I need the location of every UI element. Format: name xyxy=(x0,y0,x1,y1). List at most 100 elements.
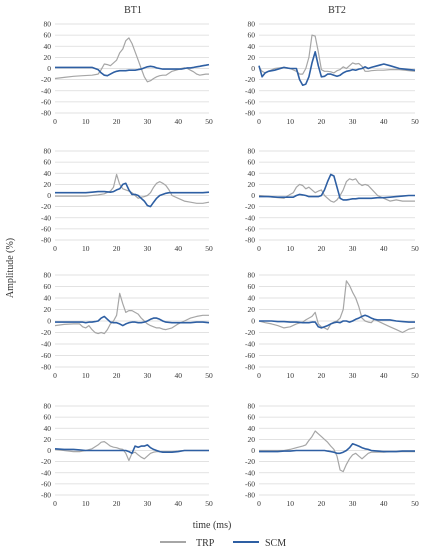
x-tick-label-bt2-row4: 10 xyxy=(286,499,294,508)
x-tick-label-bt2-row2: 0 xyxy=(257,244,261,253)
y-tick-label-bt2-row1: -80 xyxy=(245,109,255,118)
y-tick-label-bt2-row2: 80 xyxy=(248,147,256,156)
y-tick-label-bt1-row3: -60 xyxy=(41,351,51,360)
y-tick-label-bt1-row2: -40 xyxy=(41,213,51,222)
y-tick-label-bt2-row4: 20 xyxy=(248,435,256,444)
series-line-trp-bt2-row2 xyxy=(258,178,415,203)
x-tick-label-bt1-row4: 50 xyxy=(205,499,213,508)
y-tick-label-bt1-row1: 0 xyxy=(47,64,51,73)
x-tick-label-bt2-row1: 20 xyxy=(318,117,326,126)
y-tick-label-bt2-row3: -60 xyxy=(245,351,255,360)
x-tick-label-bt2-row2: 10 xyxy=(286,244,294,253)
y-tick-label-bt1-row2: 40 xyxy=(44,169,52,178)
y-tick-label-bt1-row2: 0 xyxy=(47,191,51,200)
y-tick-label-bt1-row4: 60 xyxy=(44,413,52,422)
x-tick-label-bt1-row3: 10 xyxy=(82,371,90,380)
x-tick-label-bt2-row2: 30 xyxy=(349,244,357,253)
x-tick-label-bt2-row3: 20 xyxy=(318,371,326,380)
y-tick-label-bt2-row2: 60 xyxy=(248,158,256,167)
column-title-bt1: BT1 xyxy=(124,5,142,16)
y-tick-label-bt2-row2: 20 xyxy=(248,180,256,189)
y-tick-label-bt1-row2: 80 xyxy=(44,147,52,156)
series-line-scm-bt2-row4 xyxy=(259,442,415,455)
x-tick-label-bt1-row3: 0 xyxy=(53,371,57,380)
y-tick-label-bt2-row3: 60 xyxy=(248,282,256,291)
y-tick-label-bt2-row2: -40 xyxy=(245,213,255,222)
y-tick-label-bt2-row2: -60 xyxy=(245,224,255,233)
y-tick-label-bt1-row1: -60 xyxy=(41,97,51,106)
x-tick-label-bt1-row1: 50 xyxy=(205,117,213,126)
x-tick-label-bt1-row2: 0 xyxy=(53,244,57,253)
y-tick-label-bt2-row3: 0 xyxy=(251,317,255,326)
series-line-trp-bt2-row4 xyxy=(259,430,415,473)
y-tick-label-bt2-row4: -60 xyxy=(245,479,255,488)
y-tick-label-bt1-row3: 40 xyxy=(44,294,52,303)
y-tick-label-bt2-row1: -40 xyxy=(245,86,255,95)
x-tick-label-bt2-row1: 30 xyxy=(349,117,357,126)
x-tick-label-bt2-row3: 30 xyxy=(349,371,357,380)
x-tick-label-bt2-row1: 40 xyxy=(380,117,388,126)
series-line-scm-bt1-row4 xyxy=(54,444,209,455)
x-tick-label-bt1-row1: 30 xyxy=(144,117,152,126)
y-tick-label-bt1-row3: -40 xyxy=(41,340,51,349)
y-tick-label-bt1-row1: -80 xyxy=(41,109,51,118)
x-tick-label-bt2-row1: 50 xyxy=(411,117,419,126)
y-tick-label-bt1-row2: 20 xyxy=(44,180,52,189)
y-tick-label-bt2-row2: -80 xyxy=(245,236,255,245)
series-line-scm-bt2-row3 xyxy=(259,314,415,329)
x-tick-label-bt2-row4: 20 xyxy=(318,499,326,508)
legend-trp-label: TRP xyxy=(196,538,215,549)
series-line-trp-bt1-row2 xyxy=(55,173,210,204)
y-tick-label-bt2-row4: 40 xyxy=(248,424,256,433)
y-tick-label-bt1-row1: 80 xyxy=(44,20,52,29)
x-tick-label-bt1-row1: 10 xyxy=(82,117,90,126)
x-tick-label-bt1-row2: 20 xyxy=(113,244,121,253)
y-tick-label-bt1-row4: 80 xyxy=(44,402,52,411)
y-tick-label-bt1-row1: 20 xyxy=(44,53,52,62)
y-tick-label-bt1-row1: -20 xyxy=(41,75,51,84)
x-tick-label-bt2-row4: 30 xyxy=(349,499,357,508)
series-line-scm-bt1-row1 xyxy=(55,63,210,77)
y-tick-label-bt2-row3: -20 xyxy=(245,328,255,337)
y-tick-label-bt1-row3: 0 xyxy=(47,317,51,326)
series-line-trp-bt2-row3 xyxy=(258,280,416,334)
y-tick-label-bt2-row4: 60 xyxy=(248,413,256,422)
x-axis-label: time (ms) xyxy=(193,520,232,531)
y-tick-label-bt1-row3: -80 xyxy=(41,363,51,372)
y-tick-label-bt2-row1: -60 xyxy=(245,97,255,106)
x-tick-label-bt1-row2: 50 xyxy=(205,244,213,253)
x-tick-label-bt2-row2: 50 xyxy=(411,244,419,253)
y-tick-label-bt1-row2: -60 xyxy=(41,224,51,233)
x-tick-label-bt1-row1: 0 xyxy=(53,117,57,126)
x-tick-label-bt1-row3: 50 xyxy=(205,371,213,380)
x-tick-label-bt2-row1: 10 xyxy=(286,117,294,126)
y-tick-label-bt2-row3: -80 xyxy=(245,363,255,372)
y-tick-label-bt2-row1: 40 xyxy=(248,42,256,51)
y-tick-label-bt1-row3: 60 xyxy=(44,282,52,291)
y-tick-label-bt2-row1: 80 xyxy=(248,20,256,29)
y-axis-label: Amplitude (%) xyxy=(5,238,16,298)
y-tick-label-bt1-row3: 80 xyxy=(44,271,52,280)
y-tick-label-bt2-row1: 20 xyxy=(248,53,256,62)
x-tick-label-bt2-row3: 0 xyxy=(257,371,261,380)
x-tick-label-bt1-row4: 30 xyxy=(144,499,152,508)
x-tick-label-bt1-row4: 40 xyxy=(174,499,182,508)
y-tick-label-bt2-row2: 40 xyxy=(248,169,256,178)
x-tick-label-bt2-row3: 50 xyxy=(411,371,419,380)
y-tick-label-bt2-row4: -40 xyxy=(245,468,255,477)
x-tick-label-bt1-row2: 10 xyxy=(82,244,90,253)
y-tick-label-bt2-row1: 0 xyxy=(251,64,255,73)
y-tick-label-bt1-row4: -20 xyxy=(41,457,51,466)
y-tick-label-bt1-row4: 20 xyxy=(44,435,52,444)
x-tick-label-bt1-row1: 40 xyxy=(174,117,182,126)
x-tick-label-bt1-row1: 20 xyxy=(113,117,121,126)
x-tick-label-bt1-row4: 20 xyxy=(113,499,121,508)
y-tick-label-bt1-row4: -40 xyxy=(41,468,51,477)
